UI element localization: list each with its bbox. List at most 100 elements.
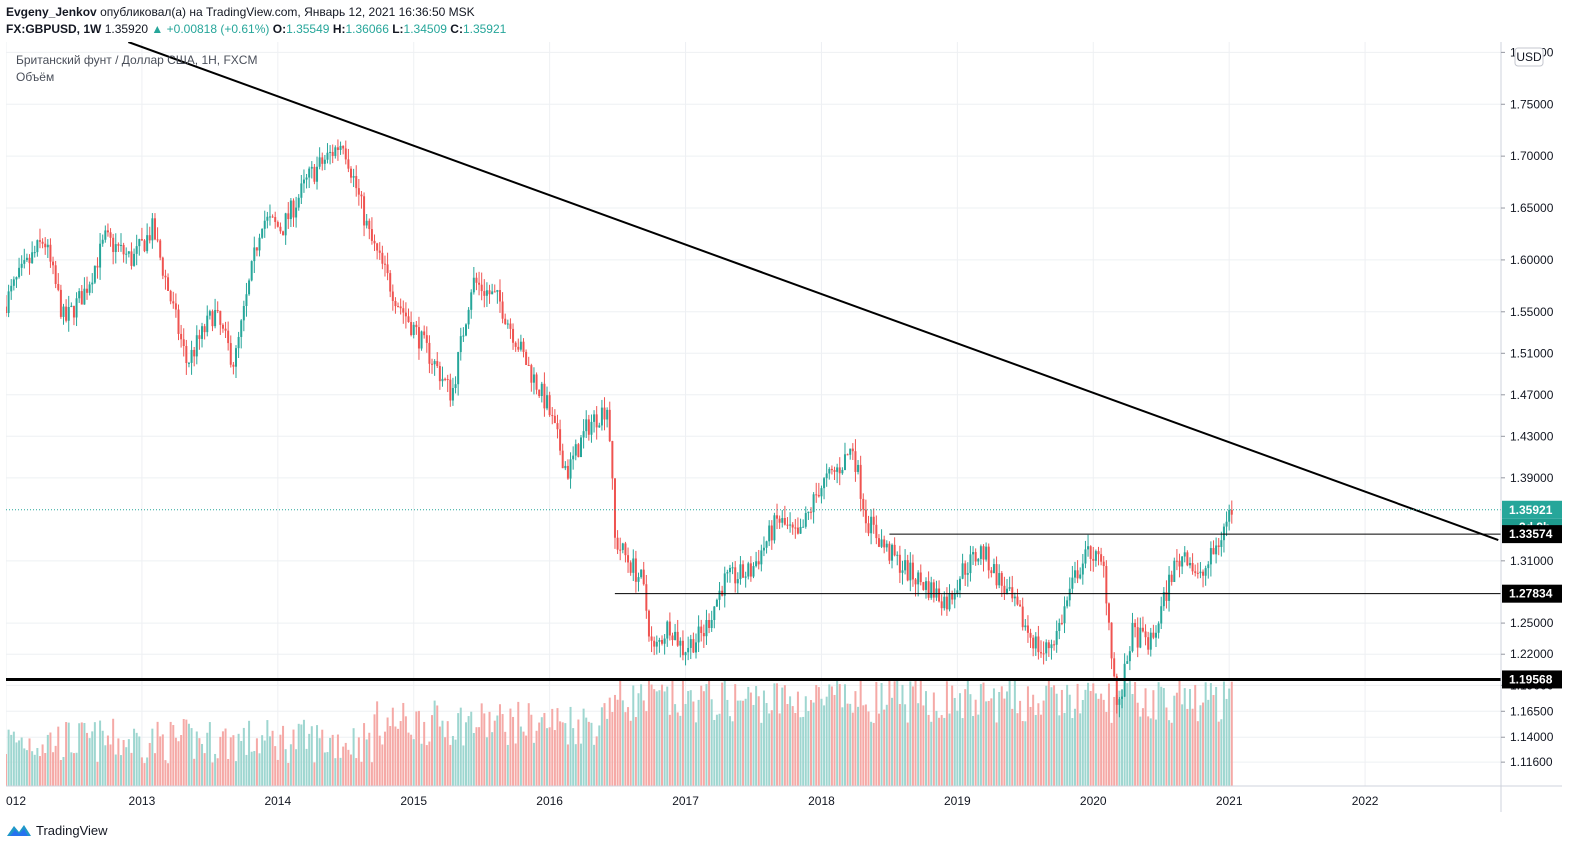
- candle-body: [1139, 627, 1142, 648]
- volume-bar: [1123, 695, 1126, 786]
- candle-body: [930, 582, 933, 598]
- volume-bar: [637, 693, 640, 786]
- current-price-tag-bg: [1502, 500, 1562, 519]
- volume-bar: [135, 732, 138, 786]
- candle-body: [334, 147, 337, 156]
- volume-bar: [1181, 704, 1184, 786]
- volume-bar: [1121, 689, 1124, 786]
- candle-body: [661, 639, 664, 644]
- candle-body: [23, 260, 26, 264]
- x-tick-label: 2016: [536, 794, 563, 808]
- candle-body: [621, 543, 624, 550]
- volume-bar: [1008, 679, 1011, 786]
- candle-body: [302, 179, 305, 184]
- volume-bar: [671, 678, 674, 786]
- volume-bar: [465, 722, 467, 786]
- candle-body: [556, 423, 559, 430]
- candle-body: [804, 513, 807, 527]
- volume-bar: [67, 722, 70, 786]
- volume-bar: [1055, 693, 1058, 786]
- candle-body: [998, 573, 1001, 586]
- volume-bar: [647, 680, 650, 786]
- volume-bar: [1113, 696, 1116, 786]
- candle-body: [161, 257, 164, 276]
- candle-body: [697, 626, 700, 643]
- candle-body: [961, 563, 964, 579]
- candle-body: [734, 567, 737, 584]
- candle-body: [676, 631, 679, 646]
- candle-body: [425, 335, 428, 343]
- candle-body: [127, 251, 130, 254]
- volume-bar: [1047, 678, 1050, 786]
- author-name[interactable]: Evgeny_Jenkov: [6, 5, 97, 19]
- volume-bar: [263, 740, 266, 786]
- candle-body: [1029, 632, 1032, 638]
- volume-bar: [828, 684, 831, 786]
- candle-body: [339, 145, 342, 150]
- volume-bar: [1134, 682, 1137, 786]
- volume-bar: [198, 738, 201, 786]
- volume-bar: [914, 678, 917, 786]
- candle-body: [663, 638, 666, 644]
- candle-body: [1105, 566, 1108, 604]
- candle-body: [428, 342, 431, 364]
- x-tick-label: 2020: [1080, 794, 1107, 808]
- x-tick-label: 2018: [808, 794, 835, 808]
- candle-body: [344, 148, 347, 160]
- volume-bar: [817, 687, 820, 786]
- volume-bar: [1003, 698, 1006, 786]
- candle-body: [271, 216, 274, 218]
- candle-body: [1071, 577, 1074, 589]
- candle-body: [248, 280, 251, 295]
- symbol-interval[interactable]: FX:GBPUSD, 1W: [6, 22, 102, 36]
- candle-body: [25, 257, 28, 261]
- volume-bar: [44, 753, 47, 786]
- legend-title[interactable]: Британский фунт / Доллар США, 1Н, FXCM: [16, 53, 258, 67]
- candle-body: [1217, 545, 1220, 547]
- candle-body: [540, 383, 543, 397]
- volume-bar: [616, 699, 619, 786]
- volume-bar: [240, 740, 243, 786]
- legend-volume[interactable]: Объём: [16, 70, 55, 84]
- volume-bar: [59, 759, 62, 786]
- volume-bar: [169, 721, 172, 786]
- volume-bar: [185, 719, 188, 786]
- drawn-lines: [6, 42, 1501, 681]
- candle-body: [982, 546, 985, 560]
- y-tick-label: 1.43000: [1510, 429, 1554, 443]
- candle-body: [365, 220, 368, 226]
- candle-body: [1141, 627, 1144, 632]
- volume-bar: [768, 713, 771, 786]
- candle-body: [101, 239, 104, 244]
- candle-body: [653, 640, 656, 647]
- candle-body: [1045, 642, 1048, 654]
- volume-bar: [820, 698, 823, 786]
- price-chart[interactable]: 1.800001.750001.700001.650001.600001.550…: [6, 42, 1562, 813]
- volume-bar: [543, 712, 546, 786]
- volume-bar: [1094, 693, 1097, 786]
- candle-body: [156, 239, 159, 241]
- volume-bar: [1220, 719, 1223, 786]
- volume-bar: [153, 753, 156, 786]
- chart-area[interactable]: 1.800001.750001.700001.650001.600001.550…: [6, 42, 1562, 813]
- candle-body: [619, 549, 622, 551]
- candle-body: [702, 632, 705, 637]
- volume-bar: [491, 732, 494, 786]
- candle-body: [276, 221, 279, 227]
- volume-bar: [653, 689, 656, 786]
- volume-bar: [580, 743, 582, 786]
- volume-bar: [496, 715, 499, 786]
- candle-body: [504, 318, 507, 324]
- footer-brand[interactable]: TradingView: [36, 822, 108, 838]
- volume-bar: [93, 722, 96, 786]
- volume-bar: [159, 736, 162, 786]
- volume-bar: [1076, 683, 1079, 786]
- volume-bar: [658, 690, 661, 786]
- candle-body: [883, 539, 886, 548]
- tradingview-logo-icon[interactable]: [6, 822, 32, 838]
- volume-bar: [506, 744, 509, 786]
- candle-body: [1168, 574, 1171, 601]
- volume-bar: [1089, 690, 1092, 786]
- candle-body: [1209, 548, 1212, 565]
- candle-body: [438, 366, 441, 382]
